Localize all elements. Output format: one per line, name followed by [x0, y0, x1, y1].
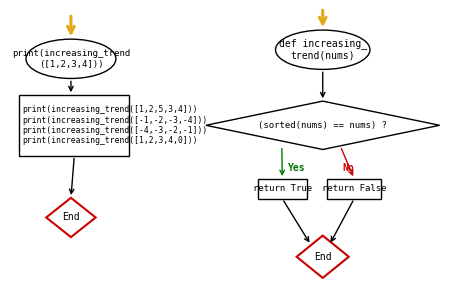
Text: Yes: Yes	[288, 163, 306, 173]
Text: print(increasing_trend([1,2,5,3,4]))
print(increasing_trend([-1,-2,-3,-4]))
prin: print(increasing_trend([1,2,5,3,4])) pri…	[22, 105, 207, 145]
Text: return True: return True	[253, 184, 312, 193]
Polygon shape	[297, 235, 349, 278]
Text: (sorted(nums) == nums) ?: (sorted(nums) == nums) ?	[258, 121, 387, 130]
Text: No: No	[343, 163, 354, 173]
Bar	[257, 179, 307, 199]
Ellipse shape	[26, 39, 116, 78]
Polygon shape	[46, 198, 95, 237]
Bar	[327, 179, 381, 199]
Ellipse shape	[276, 30, 370, 70]
Text: return False: return False	[322, 184, 387, 193]
Polygon shape	[206, 101, 439, 149]
Text: def increasing_
trend(nums): def increasing_ trend(nums)	[278, 38, 367, 61]
Text: print(increasing_trend
([1,2,3,4])): print(increasing_trend ([1,2,3,4]))	[12, 49, 130, 69]
Text: End: End	[62, 213, 80, 222]
Bar	[19, 95, 129, 156]
Text: End: End	[314, 252, 331, 262]
